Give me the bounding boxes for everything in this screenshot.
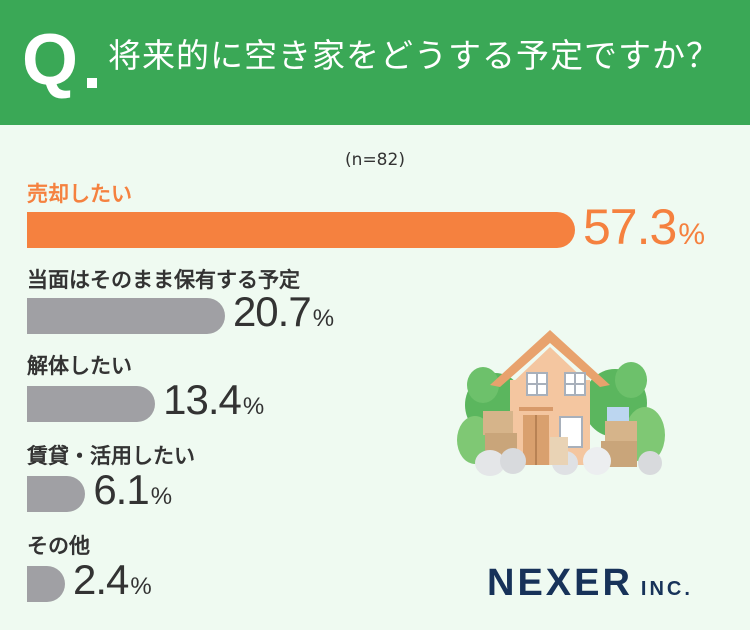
nexer-logo: NEXER INC.: [487, 562, 693, 605]
value-label: 57.3%: [583, 198, 705, 256]
house-with-boxes-illustration: [457, 330, 665, 476]
bar: [27, 566, 65, 602]
value-number: 57.3: [583, 199, 677, 255]
value-label: 2.4%: [73, 556, 152, 604]
value-number: 13.4: [163, 376, 242, 423]
category-label: 当面はそのまま保有する予定: [27, 268, 300, 292]
question-header: Q 将来的に空き家をどうする予定ですか？: [0, 0, 750, 125]
value-label: 6.1%: [93, 466, 172, 514]
value-unit: %: [242, 393, 265, 420]
bar: [27, 386, 156, 422]
value-number: 20.7: [232, 288, 312, 335]
bar: [27, 476, 86, 512]
category-label: 解体したい: [27, 354, 132, 378]
value-number: 2.4: [73, 556, 129, 603]
logo-name: NEXER: [487, 562, 633, 604]
value-label: 20.7%: [233, 288, 334, 336]
value-unit: %: [130, 573, 152, 600]
category-label: その他: [27, 534, 90, 558]
value-unit: %: [150, 483, 173, 510]
logo-suffix: INC.: [640, 578, 693, 600]
bar: [27, 212, 575, 248]
q-mark: Q: [22, 20, 79, 100]
value-number: 6.1: [93, 466, 149, 513]
category-label: 売却したい: [27, 182, 132, 206]
value-label: 13.4%: [163, 376, 264, 424]
value-unit: %: [678, 218, 706, 251]
value-unit: %: [312, 305, 335, 332]
bar: [27, 298, 225, 334]
sample-size-note: (n=82): [345, 150, 405, 170]
question-title: 将来的に空き家をどうする予定ですか？: [108, 36, 720, 75]
category-label: 賃貸・活用したい: [27, 444, 195, 468]
q-dot: [87, 78, 97, 88]
